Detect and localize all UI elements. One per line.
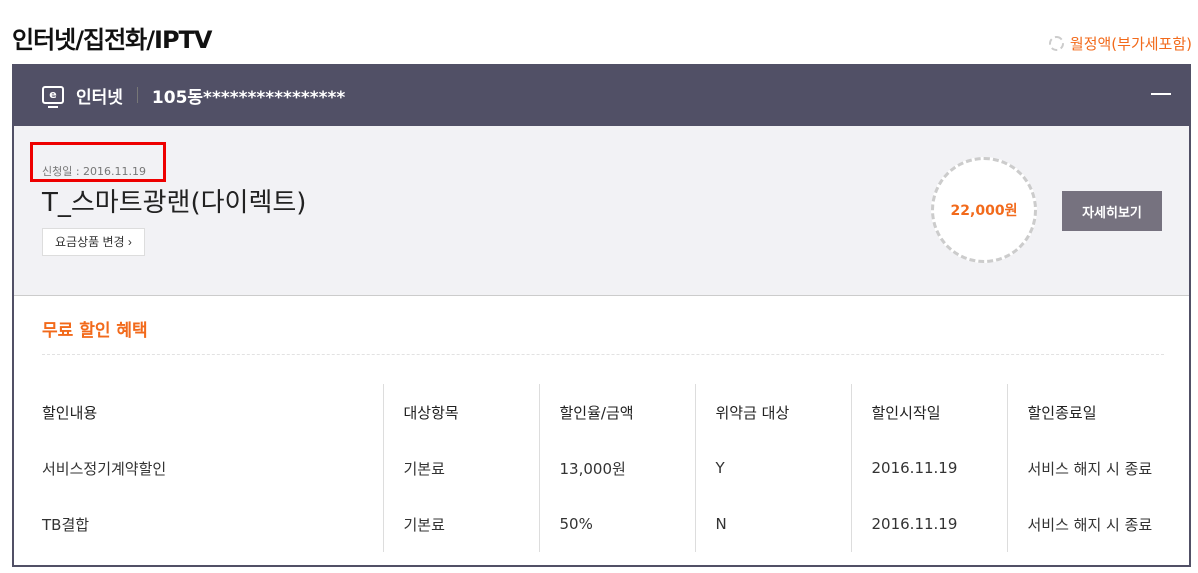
cell: 기본료 [382, 440, 539, 496]
cell: Y [694, 440, 851, 496]
section-title: 무료 할인 혜택 [42, 321, 148, 341]
cell: 50% [538, 496, 695, 552]
plan-summary: 신청일 : 2016.11.19 T_스마트광랜(다이렉트) 요금상품 변경 ›… [14, 126, 1189, 296]
table-row: TB결합 기본료 50% N 2016.11.19 서비스 해지 시 종료 [42, 496, 1167, 552]
column-header: 할인종료일 [1006, 384, 1167, 440]
table-row: 서비스정기계약할인 기본료 13,000원 Y 2016.11.19 서비스 해지 시 종… [42, 440, 1167, 496]
legend: 월정액(부가세포함) [1048, 33, 1192, 54]
column-header: 위약금 대상 [694, 384, 851, 440]
cell: N [694, 496, 851, 552]
table-header: 할인내용 대상항목 할인율/금액 위약금 대상 할인시작일 할인종료일 [42, 384, 1167, 440]
discount-table: 할인내용 대상항목 할인율/금액 위약금 대상 할인시작일 할인종료일 서비스정… [42, 384, 1167, 552]
divider [42, 354, 1164, 355]
collapse-icon[interactable] [1151, 93, 1171, 95]
cell: 서비스정기계약할인 [42, 459, 167, 478]
dashed-circle-icon [1048, 36, 1064, 51]
address: 105동**************** [151, 87, 346, 108]
cell: 기본료 [382, 496, 539, 552]
change-plan-button[interactable]: 요금상품 변경 › [42, 228, 145, 256]
page-title: 인터넷/집전화/IPTV [12, 26, 212, 54]
service-card: e 인터넷 105동**************** 신청일 : 2016.11… [12, 64, 1191, 567]
details-button[interactable]: 자세히보기 [1062, 191, 1162, 231]
column-header: 할인시작일 [850, 384, 1007, 440]
cell: 13,000원 [538, 440, 695, 496]
cell: 2016.11.19 [850, 440, 1007, 496]
cell: 서비스 해지 시 종료 [1006, 496, 1167, 552]
price-badge: 22,000원 [931, 157, 1037, 263]
divider [136, 87, 138, 103]
cell: TB결합 [42, 515, 90, 534]
cell: 2016.11.19 [850, 496, 1007, 552]
legend-label: 월정액(부가세포함) [1069, 35, 1192, 53]
cell: 서비스 해지 시 종료 [1006, 440, 1167, 496]
apply-date: 신청일 : 2016.11.19 [42, 165, 147, 178]
column-header: 할인율/금액 [538, 384, 695, 440]
internet-monitor-icon: e [42, 86, 64, 108]
column-header: 할인내용 [42, 403, 98, 422]
column-header: 대상항목 [382, 384, 539, 440]
highlight-box [30, 142, 166, 182]
service-name: 인터넷 [76, 87, 123, 108]
plan-name: T_스마트광랜(다이렉트) [42, 188, 307, 218]
card-header: e 인터넷 105동**************** [14, 64, 1189, 126]
